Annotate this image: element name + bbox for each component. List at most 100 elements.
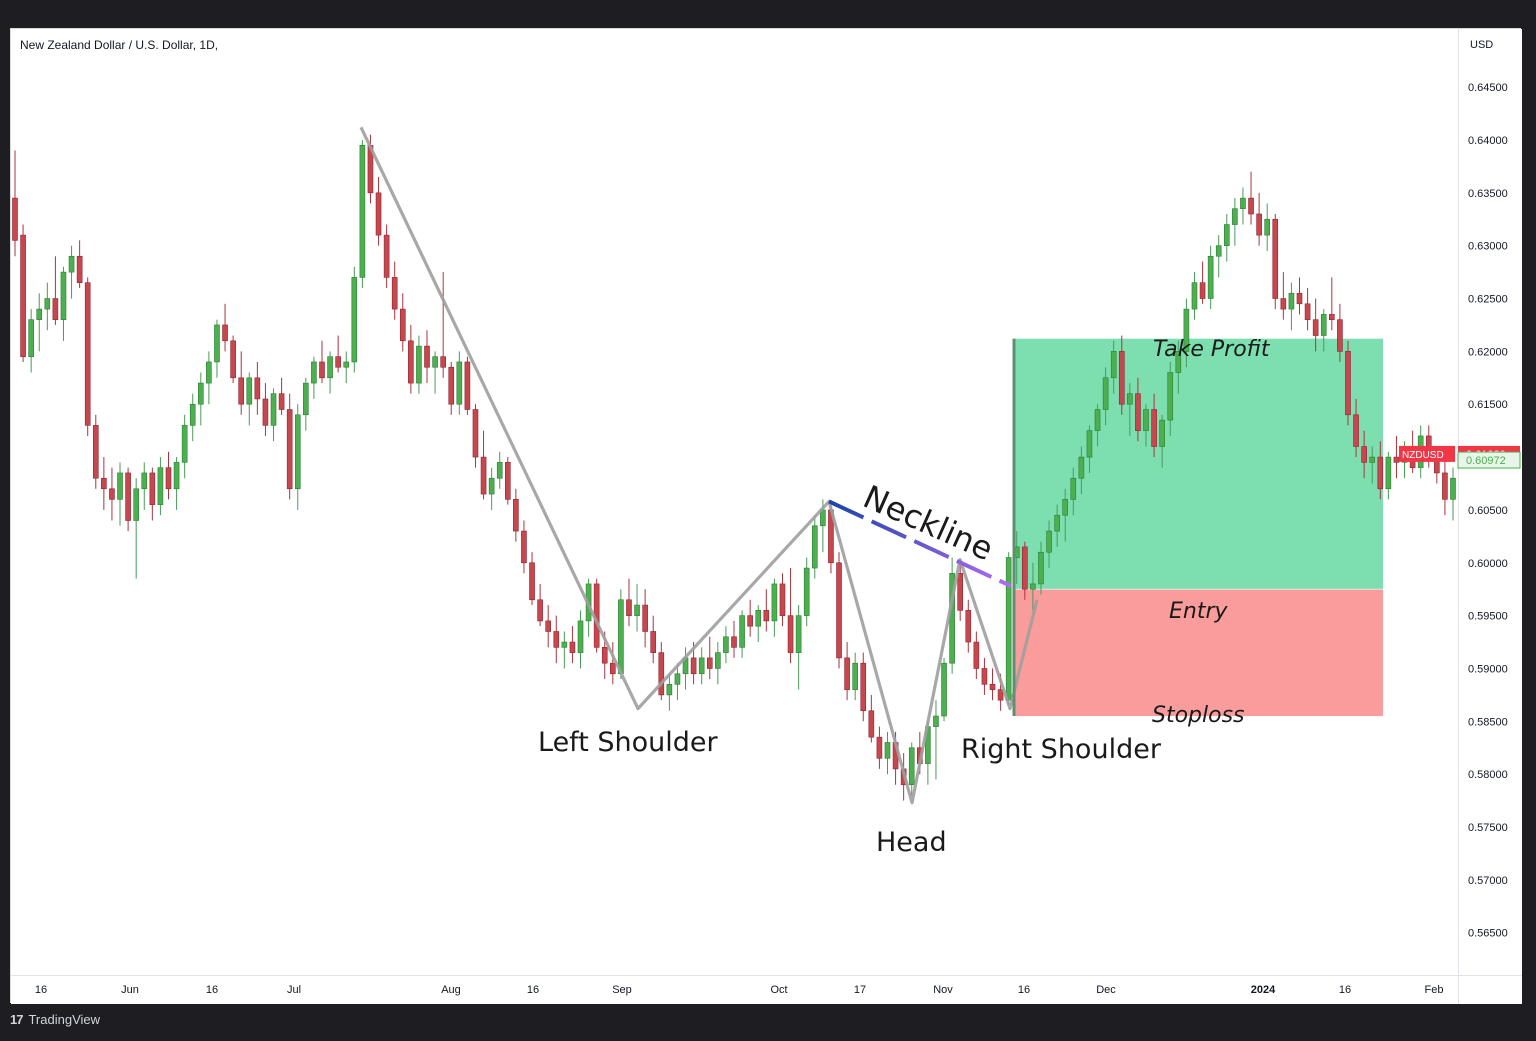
candle-body [836, 562, 842, 659]
y-tick-label: 0.56500 [1468, 928, 1508, 940]
candle-body [230, 340, 236, 379]
candle-body [76, 255, 83, 283]
x-tick-label: Jun [121, 984, 139, 996]
candle-body [1304, 303, 1311, 320]
y-tick-label: 0.63500 [1468, 188, 1508, 200]
y-tick-label: 0.60500 [1468, 505, 1508, 517]
candle-body [957, 573, 964, 611]
candle-body [1385, 456, 1392, 490]
candle-body [464, 361, 471, 410]
candle-body [771, 583, 778, 622]
candle-body [125, 472, 131, 521]
stoploss-label: Stoploss [1152, 703, 1245, 728]
x-tick-label: 16 [1339, 984, 1351, 996]
candle-body [811, 525, 818, 569]
candle-body [1377, 456, 1384, 490]
candle-body [1175, 351, 1182, 373]
candle-body [408, 340, 414, 384]
candle-body [860, 662, 867, 712]
candle-body [844, 657, 850, 690]
candle-body [416, 345, 422, 384]
price-chart[interactable]: 0.64500 0.64000 0.63500 0.63000 0.62500 0.620… [11, 29, 1522, 1004]
candle-body [1312, 319, 1319, 336]
candle-body [1199, 282, 1206, 299]
candle-body [440, 356, 446, 368]
candle-body [577, 620, 584, 653]
candle-body [1127, 393, 1133, 405]
candle-body [1135, 393, 1141, 431]
left-shoulder-label: Left Shoulder [538, 727, 719, 758]
candle-body [715, 652, 721, 669]
candle-body [610, 662, 616, 675]
candle-body [1038, 551, 1044, 585]
candle-body [254, 377, 261, 400]
candle-body [1337, 319, 1343, 352]
candle-body [1345, 351, 1351, 416]
x-tick-label: 16 [527, 984, 539, 996]
candle-body [747, 615, 753, 627]
candle-body [513, 499, 519, 532]
candle-body [650, 631, 657, 653]
y-tick-label: 0.58500 [1468, 716, 1508, 728]
candle-body [642, 604, 648, 632]
candle-body [383, 234, 390, 278]
candle-body [561, 641, 568, 648]
candle-body [908, 747, 915, 786]
candle-body [359, 144, 366, 278]
currency-label[interactable]: USD [1470, 39, 1494, 51]
x-tick-label: Nov [933, 984, 953, 996]
x-tick-label: 16 [1018, 984, 1030, 996]
x-tick-label: Jul [287, 984, 301, 996]
secondary-price-tag [1457, 451, 1521, 469]
y-tick-label: 0.62500 [1468, 294, 1508, 306]
candle-body [1296, 292, 1303, 305]
candle-body [238, 377, 245, 405]
x-tick-label: Feb [1425, 984, 1444, 996]
candle-body [1094, 409, 1101, 431]
candle-body [1183, 308, 1190, 352]
candle-body [375, 192, 382, 236]
candle-body [658, 652, 665, 696]
y-tick-label: 0.57000 [1468, 875, 1508, 887]
candle-body [1442, 472, 1448, 500]
candle-body [941, 662, 947, 717]
candle-body [133, 488, 139, 521]
candle-body [181, 425, 188, 463]
candle-body [569, 641, 576, 653]
candle-body [1232, 208, 1238, 225]
candle-body [1329, 314, 1335, 320]
candle-body [391, 277, 398, 310]
candle-body [763, 610, 770, 622]
candle-body [545, 620, 551, 632]
entry-label: Entry [1169, 599, 1229, 624]
candle-body [755, 610, 762, 627]
candle-body [529, 562, 535, 601]
candle-body [1030, 583, 1036, 590]
candle-body [1078, 456, 1085, 479]
candle-body [60, 271, 67, 320]
candle-body [165, 467, 172, 490]
candle-body [351, 277, 358, 363]
candle-body [141, 472, 148, 490]
take-profit-label: Take Profit [1153, 337, 1271, 362]
candle-body [173, 462, 180, 490]
candle-body [795, 615, 802, 653]
candle-body [1046, 530, 1052, 553]
candle-body [20, 234, 26, 357]
candle-body [214, 324, 220, 363]
candle-body [480, 456, 487, 495]
candle-body [1086, 430, 1093, 458]
candle-body [739, 615, 745, 648]
candle-body [666, 684, 673, 696]
candle-body [884, 742, 891, 759]
candle-body [1280, 298, 1287, 310]
candle-body [1353, 414, 1359, 447]
candle-body [222, 324, 228, 342]
candle-body [1159, 419, 1165, 447]
chart-panel[interactable]: 0.64500 0.64000 0.63500 0.63000 0.62500 0.620… [10, 28, 1522, 1004]
candle-body [674, 673, 681, 685]
candle-body [1272, 218, 1279, 299]
candle-body [852, 662, 858, 690]
candle-body [1320, 314, 1327, 336]
chart-title: New Zealand Dollar / U.S. Dollar, 1D, [20, 38, 219, 52]
